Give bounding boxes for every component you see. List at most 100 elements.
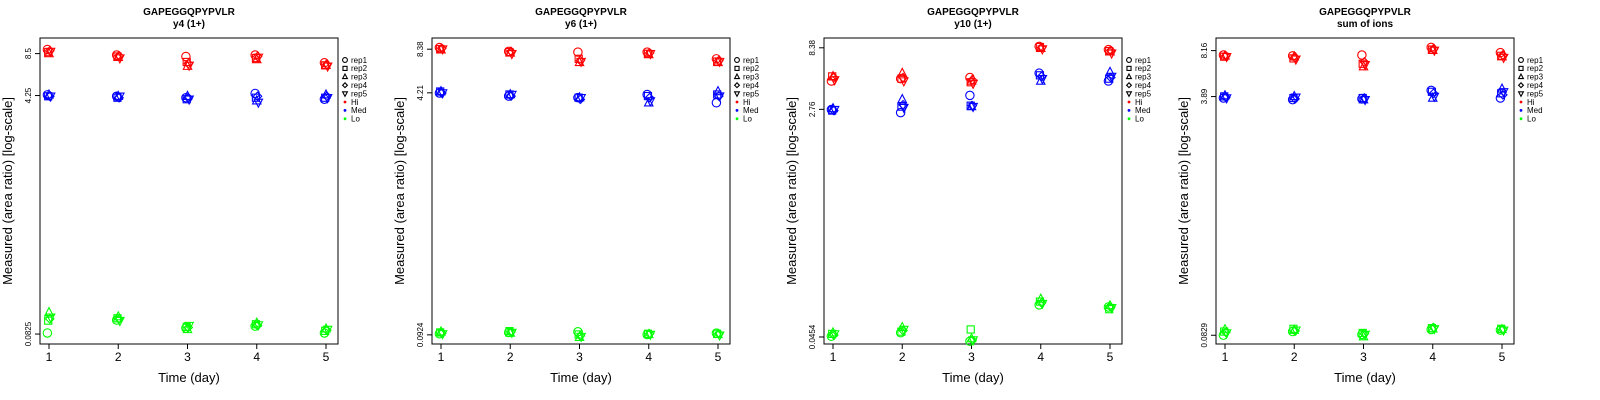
data-point-hi-rep5	[1498, 53, 1509, 64]
legend-label: Med	[351, 106, 367, 115]
data-point-hi-rep4	[967, 74, 978, 85]
x-tick-label: 5	[715, 350, 722, 364]
x-tick-label: 2	[115, 350, 122, 364]
legend-label: Lo	[351, 115, 360, 124]
legend-label: Med	[1135, 106, 1151, 115]
data-point-med-rep5	[1498, 88, 1509, 98]
legend-marker-rep3	[733, 72, 741, 80]
legend-marker-lo	[1519, 117, 1523, 121]
data-point-hi-rep5	[437, 45, 448, 56]
x-axis-label: Time (day)	[942, 370, 1004, 385]
x-tick-label: 2	[507, 350, 514, 364]
legend-label: rep1	[1527, 56, 1544, 65]
legend-label: rep2	[743, 64, 760, 73]
data-points	[1218, 42, 1509, 341]
data-point-med-rep5	[645, 97, 656, 108]
y-tick-label: 2.76	[808, 101, 817, 117]
data-point-lo-rep4	[321, 325, 332, 336]
plot-frame	[39, 37, 339, 345]
x-tick-label: 4	[645, 350, 652, 364]
x-tick-label: 5	[1107, 350, 1114, 364]
data-point-med-rep3	[712, 85, 724, 96]
chart-title: GAPEGGQPYPVLR	[143, 7, 235, 18]
legend-marker-hi	[1127, 100, 1131, 104]
data-point-med-rep3	[1035, 75, 1046, 85]
data-point-lo-rep5	[1290, 326, 1301, 337]
data-point-lo-rep2	[966, 325, 975, 334]
data-point-lo-rep5	[645, 330, 656, 341]
legend-marker-rep1	[1518, 57, 1524, 63]
data-point-hi-rep1	[181, 51, 191, 62]
legend-marker-rep5	[341, 91, 349, 98]
x-tick-label: 5	[1499, 350, 1506, 364]
chart-subtitle: y10 (1+)	[954, 19, 992, 30]
legend-marker-rep1	[734, 57, 740, 63]
data-point-lo-rep5	[1359, 330, 1371, 341]
data-point-hi-rep5	[1429, 46, 1440, 57]
chart-title: GAPEGGQPYPVLR	[1319, 7, 1411, 18]
data-point-med-rep5	[45, 92, 56, 103]
legend-marker-rep3	[1517, 72, 1525, 80]
data-point-lo-rep3	[1035, 293, 1046, 303]
data-point-med-rep4	[1428, 88, 1439, 99]
legend-marker-rep1	[342, 57, 348, 63]
y-tick-label: 0.0829	[1200, 322, 1209, 347]
y-tick-label: 8.16	[1200, 42, 1209, 58]
data-point-lo-rep5	[45, 313, 56, 324]
legend-label: rep3	[1527, 73, 1544, 82]
data-point-med-rep3	[1104, 66, 1116, 76]
data-point-med-rep1	[1495, 93, 1506, 103]
x-tick-label: 3	[1360, 350, 1367, 364]
data-point-lo-rep4	[828, 330, 839, 341]
data-point-lo-rep5	[575, 332, 587, 343]
data-point-hi-rep5	[322, 62, 333, 73]
legend-label: Lo	[743, 115, 752, 124]
legend-marker-rep1	[1126, 57, 1132, 63]
data-point-hi-rep5	[829, 76, 840, 86]
chart-title: GAPEGGQPYPVLR	[535, 7, 627, 18]
legend-label: Lo	[1527, 115, 1536, 124]
data-point-lo-rep4	[898, 325, 909, 336]
legend-marker-med	[343, 109, 347, 112]
data-point-lo-rep3	[505, 327, 516, 337]
data-point-hi-rep5	[1359, 61, 1371, 71]
data-point-lo-rep5	[114, 316, 125, 327]
data-point-med-rep5	[1106, 72, 1117, 83]
legend-marker-lo	[735, 117, 739, 121]
legend-marker-hi	[735, 100, 739, 104]
legend-label: rep1	[743, 56, 760, 65]
legend-label: Med	[743, 106, 759, 115]
legend-label: rep2	[1135, 64, 1152, 73]
data-point-med-rep5	[183, 95, 195, 106]
data-point-med-rep3	[1427, 92, 1438, 102]
y-axis-label: Measured (area ratio) [log-scale]	[392, 97, 407, 285]
legend-label: Hi	[743, 98, 751, 107]
data-point-med-rep5	[575, 93, 587, 104]
data-point-hi-rep4	[828, 72, 839, 83]
data-point-hi-rep4	[1497, 50, 1508, 60]
legend-marker-rep3	[341, 72, 349, 80]
data-point-hi-rep3	[897, 67, 908, 77]
legend-label: rep2	[1527, 64, 1544, 73]
legend-marker-rep3	[1125, 72, 1133, 80]
data-point-hi-rep4	[1359, 56, 1370, 67]
legend-marker-rep2	[342, 65, 348, 71]
x-tick-label: 2	[1291, 350, 1298, 364]
legend-marker-lo	[1127, 117, 1131, 121]
legend-label: Lo	[1135, 115, 1144, 124]
data-point-med-rep4	[1105, 72, 1116, 83]
legend-marker-med	[1519, 109, 1523, 112]
x-tick-label: 1	[1222, 350, 1229, 364]
y-axis-label: Measured (area ratio) [log-scale]	[784, 97, 799, 285]
y-tick-label: 4.25	[24, 87, 33, 103]
data-point-lo-rep5	[253, 321, 264, 331]
data-point-hi-rep1	[1357, 50, 1367, 60]
legend-marker-med	[1127, 109, 1131, 112]
data-point-hi-rep4	[1105, 45, 1116, 56]
data-point-med-rep1	[965, 90, 975, 101]
data-point-lo-rep5	[1106, 304, 1117, 314]
